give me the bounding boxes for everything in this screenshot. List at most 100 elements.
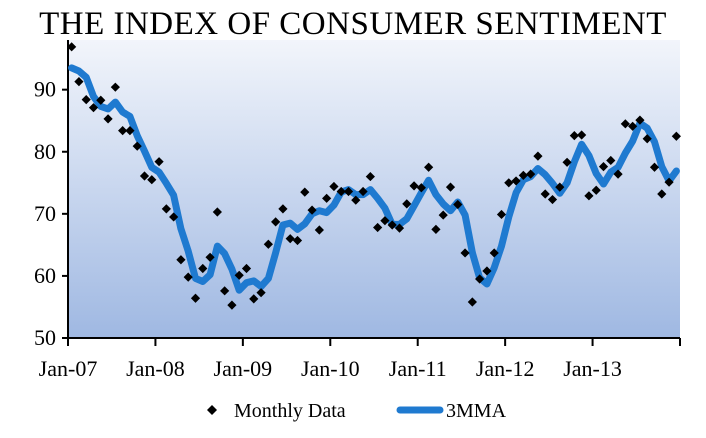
x-tick-label: Jan-07 <box>39 356 98 381</box>
monthly-data-point <box>416 183 426 193</box>
monthly-data-point <box>190 293 201 303</box>
monthly-data-point <box>453 199 463 210</box>
x-tick-label: Jan-10 <box>301 356 360 381</box>
monthly-data-point <box>467 297 477 307</box>
monthly-data-point <box>198 263 208 274</box>
monthly-data-point <box>74 76 84 87</box>
monthly-data-point <box>67 42 77 52</box>
monthly-data-point <box>292 235 303 246</box>
chart-title: THE INDEX OF CONSUMER SENTIMENT <box>39 6 667 42</box>
monthly-data-point <box>271 217 281 227</box>
monthly-data-point <box>482 266 492 276</box>
monthly-data-point <box>161 204 171 214</box>
monthly-data-point <box>300 187 310 197</box>
monthly-data-point <box>671 131 681 141</box>
monthly-data-point <box>365 171 375 182</box>
monthly-data-point <box>475 274 485 284</box>
y-tick-label: 60 <box>34 263 56 288</box>
monthly-data-point <box>555 182 565 192</box>
monthly-data-point <box>496 209 507 220</box>
x-tick-label: Jan-11 <box>389 356 447 381</box>
monthly-data-point <box>511 176 521 186</box>
monthly-data-point <box>154 157 164 167</box>
monthly-data-point <box>220 286 230 296</box>
monthly-data-point <box>526 169 536 179</box>
monthly-data-point <box>569 131 579 141</box>
monthly-data-point <box>88 103 99 113</box>
monthly-data-point <box>336 186 346 197</box>
monthly-data-point <box>307 205 317 215</box>
monthly-data-point <box>103 114 113 124</box>
x-tick-label: Jan-13 <box>563 356 622 381</box>
y-tick-label: 70 <box>34 201 56 226</box>
y-tick-label: 90 <box>34 77 56 102</box>
monthly-data-point <box>649 162 660 172</box>
monthly-data-point <box>263 239 273 249</box>
monthly-data-point <box>227 300 237 310</box>
monthly-data-point <box>322 193 332 203</box>
monthly-data-point <box>132 141 142 151</box>
monthly-data-point <box>351 195 361 205</box>
series-3mma-line <box>68 64 680 294</box>
monthly-data-point <box>234 270 244 280</box>
monthly-data-point <box>373 222 383 233</box>
monthly-data-point <box>424 162 434 172</box>
monthly-data-point <box>547 194 558 205</box>
monthly-data-point <box>584 191 594 201</box>
monthly-data-point <box>278 204 288 214</box>
monthly-data-point <box>125 126 135 136</box>
monthly-data-point <box>394 223 405 233</box>
monthly-data-point <box>249 294 259 304</box>
x-tick-label: Jan-08 <box>126 356 185 381</box>
monthly-data-point <box>256 288 266 298</box>
monthly-data-point <box>343 186 354 197</box>
monthly-data-point <box>402 199 412 209</box>
monthly-data-point <box>540 189 550 199</box>
legend-monthly-label: Monthly Data <box>234 400 346 422</box>
monthly-data-point <box>183 272 193 282</box>
legend-monthly-marker-icon <box>207 405 217 415</box>
monthly-data-point <box>460 248 470 258</box>
monthly-data-point <box>628 121 638 131</box>
x-tick-label: Jan-09 <box>214 356 273 381</box>
monthly-data-point <box>562 157 572 167</box>
monthly-data-point <box>489 248 499 258</box>
monthly-data-point <box>533 151 543 161</box>
monthly-data-point <box>577 130 587 140</box>
monthly-data-point <box>438 210 448 220</box>
monthly-data-point <box>147 175 157 185</box>
monthly-data-point <box>598 162 609 172</box>
monthly-data-point <box>431 224 441 234</box>
y-tick-label: 80 <box>34 139 56 164</box>
monthly-data-point <box>635 115 645 125</box>
monthly-data-point <box>358 186 368 197</box>
monthly-data-point <box>409 181 419 191</box>
monthly-data-point <box>241 263 252 274</box>
monthly-data-point <box>205 252 215 262</box>
legend-3mma-label: 3MMA <box>446 400 507 422</box>
monthly-data-point <box>606 155 616 166</box>
monthly-data-point <box>613 169 623 179</box>
monthly-data-point <box>314 225 324 235</box>
monthly-data-point <box>518 170 528 180</box>
monthly-data-point <box>110 82 120 92</box>
monthly-data-point <box>620 119 630 129</box>
monthly-data-point <box>664 177 674 187</box>
monthly-data-point <box>591 185 601 195</box>
y-tick-label: 50 <box>34 325 56 350</box>
monthly-data-point <box>380 216 390 226</box>
monthly-data-point <box>81 95 91 105</box>
monthly-data-point <box>139 171 150 181</box>
monthly-data-point <box>96 95 106 105</box>
monthly-data-point <box>212 207 222 217</box>
monthly-data-point <box>657 189 667 199</box>
monthly-data-point <box>285 234 295 244</box>
monthly-data-point <box>445 182 456 192</box>
x-tick-label: Jan-12 <box>476 356 535 381</box>
monthly-data-point <box>118 126 128 136</box>
monthly-data-point <box>169 212 179 222</box>
monthly-data-point <box>176 255 186 265</box>
monthly-data-point <box>387 220 397 230</box>
